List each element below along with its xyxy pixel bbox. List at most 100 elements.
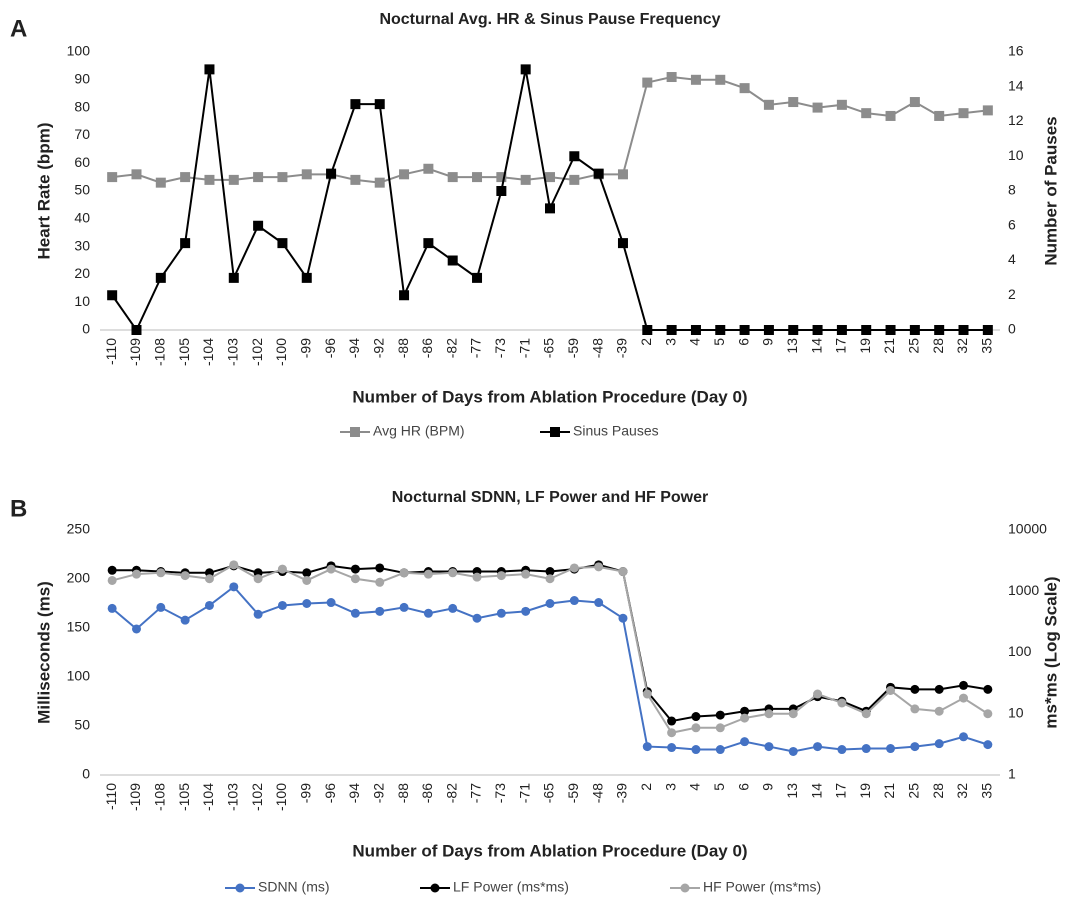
x-tick-label: -105 bbox=[176, 338, 192, 366]
y-tick-label: 0 bbox=[82, 766, 90, 782]
x-tick-label: -92 bbox=[370, 783, 386, 803]
data-point bbox=[763, 99, 774, 110]
y2-tick-label: 1000 bbox=[1008, 582, 1039, 598]
x-tick-label: -65 bbox=[541, 338, 557, 358]
x-tick-label: 32 bbox=[954, 783, 970, 799]
data-point bbox=[959, 732, 969, 742]
x-tick-label: 19 bbox=[857, 338, 873, 354]
y-tick-label: 70 bbox=[74, 126, 90, 142]
y2-tick-label: 10 bbox=[1008, 147, 1024, 163]
data-point bbox=[886, 744, 896, 754]
data-point bbox=[228, 272, 239, 283]
data-point bbox=[836, 99, 847, 110]
x-tick-label: -39 bbox=[614, 783, 630, 803]
x-tick-label: -99 bbox=[297, 783, 313, 803]
x-tick-label: -82 bbox=[443, 338, 459, 358]
series-line bbox=[112, 563, 988, 723]
y2-tick-label: 100 bbox=[1008, 643, 1032, 659]
data-point bbox=[983, 740, 993, 750]
data-point bbox=[691, 712, 701, 722]
data-point bbox=[666, 72, 677, 83]
y-axis-title: Heart Rate (bpm) bbox=[34, 123, 53, 260]
x-tick-label: 28 bbox=[930, 783, 946, 799]
data-point bbox=[399, 290, 410, 301]
x-tick-label: 14 bbox=[808, 338, 824, 354]
data-point bbox=[204, 64, 215, 75]
y2-tick-label: 14 bbox=[1008, 77, 1024, 93]
x-tick-label: 2 bbox=[638, 338, 654, 346]
data-point bbox=[618, 613, 628, 623]
x-tick-label: -103 bbox=[224, 338, 240, 366]
x-tick-label: -96 bbox=[322, 783, 338, 803]
x-tick-label: 2 bbox=[638, 783, 654, 791]
data-point bbox=[763, 325, 774, 335]
data-point bbox=[204, 174, 215, 185]
y2-tick-label: 2 bbox=[1008, 286, 1016, 302]
x-tick-label: 21 bbox=[881, 338, 897, 354]
data-point bbox=[131, 325, 142, 335]
x-tick-label: -108 bbox=[152, 783, 168, 811]
x-tick-label: -71 bbox=[516, 338, 532, 358]
legend-label: Avg HR (BPM) bbox=[373, 423, 465, 439]
x-tick-label: -71 bbox=[516, 783, 532, 803]
data-point bbox=[667, 728, 677, 738]
x-tick-label: -100 bbox=[273, 783, 289, 811]
data-point bbox=[715, 325, 726, 335]
data-point bbox=[277, 238, 288, 249]
data-point bbox=[740, 706, 750, 716]
data-point bbox=[934, 110, 945, 121]
data-point bbox=[545, 172, 555, 183]
data-point bbox=[909, 325, 920, 335]
data-point bbox=[958, 325, 969, 335]
data-point bbox=[739, 325, 750, 335]
data-point bbox=[301, 272, 312, 283]
x-tick-label: 9 bbox=[760, 783, 776, 791]
x-axis-title: Number of Days from Ablation Procedure (… bbox=[352, 841, 747, 860]
x-tick-label: -96 bbox=[322, 338, 338, 358]
data-point bbox=[156, 602, 166, 612]
y-tick-label: 80 bbox=[74, 98, 90, 114]
x-tick-label: 21 bbox=[881, 783, 897, 799]
data-point bbox=[837, 698, 847, 708]
data-point bbox=[642, 77, 653, 88]
x-tick-label: 35 bbox=[979, 338, 995, 354]
x-tick-label: -77 bbox=[468, 783, 484, 803]
data-point bbox=[959, 693, 969, 703]
data-point bbox=[472, 572, 482, 582]
y-tick-label: 100 bbox=[67, 668, 91, 684]
data-point bbox=[155, 272, 166, 283]
data-point bbox=[350, 174, 361, 185]
data-point bbox=[448, 568, 458, 578]
data-point bbox=[326, 168, 337, 179]
data-point bbox=[667, 716, 677, 726]
data-point bbox=[180, 172, 191, 183]
x-tick-label: 13 bbox=[784, 338, 800, 354]
x-tick-label: -110 bbox=[103, 783, 119, 810]
x-tick-label: -48 bbox=[589, 783, 605, 803]
x-tick-label: 4 bbox=[687, 783, 703, 791]
data-point bbox=[788, 746, 798, 756]
data-point bbox=[131, 569, 141, 579]
y2-tick-label: 16 bbox=[1008, 43, 1024, 59]
data-point bbox=[813, 742, 823, 752]
data-point bbox=[107, 565, 117, 575]
y2-axis-title: ms*ms (Log Scale) bbox=[1041, 576, 1060, 728]
data-point bbox=[861, 325, 872, 335]
data-point bbox=[496, 186, 507, 196]
y-tick-label: 10 bbox=[74, 293, 90, 309]
data-point bbox=[715, 74, 726, 85]
legend-marker bbox=[350, 427, 360, 437]
data-point bbox=[788, 97, 799, 108]
data-point bbox=[180, 571, 190, 581]
series-line bbox=[111, 69, 988, 332]
data-point bbox=[350, 574, 360, 584]
data-point bbox=[812, 325, 823, 335]
data-point bbox=[253, 574, 263, 584]
data-point bbox=[302, 575, 312, 585]
x-tick-label: -65 bbox=[541, 783, 557, 803]
data-point bbox=[423, 569, 433, 579]
legend-label: Sinus Pauses bbox=[573, 423, 659, 439]
y-tick-label: 200 bbox=[67, 570, 91, 586]
data-point bbox=[350, 99, 361, 110]
data-point bbox=[399, 602, 409, 612]
